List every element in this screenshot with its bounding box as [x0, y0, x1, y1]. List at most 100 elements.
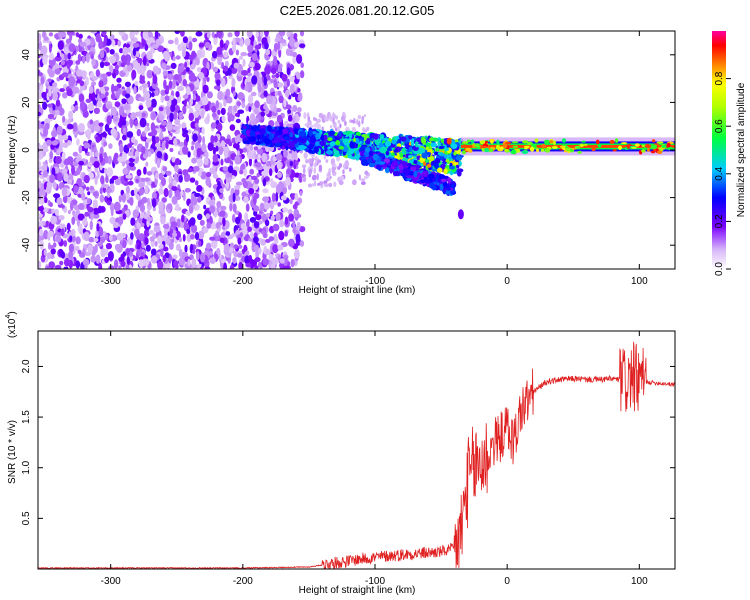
heatmap-cell — [134, 119, 138, 127]
heatmap-cell — [130, 112, 137, 120]
heatmap-cell — [194, 180, 199, 186]
heatmap-cell — [294, 160, 299, 166]
heatmap-cell — [251, 175, 258, 181]
heatmap-cell — [111, 39, 116, 47]
heatmap-cell — [93, 146, 97, 153]
heatmap-cell — [318, 112, 324, 119]
heatmap-cell — [423, 171, 427, 176]
heatmap-cell — [502, 143, 508, 149]
heatmap-cell — [339, 123, 342, 129]
x-tick-label: 0 — [504, 576, 510, 587]
heatmap-cell — [263, 76, 267, 86]
heatmap-cell — [253, 205, 260, 212]
heatmap-cell — [112, 73, 116, 79]
heatmap-cell — [319, 140, 327, 146]
heatmap-cell — [141, 83, 149, 89]
heatmap-cell — [95, 88, 100, 96]
heatmap-cell — [181, 214, 185, 223]
heatmap-cell — [297, 92, 303, 102]
heatmap-cell — [248, 156, 252, 167]
heatmap-cell — [302, 167, 306, 175]
heatmap-cell — [298, 130, 306, 137]
heatmap-cell — [416, 137, 422, 143]
heatmap-cell — [126, 256, 130, 265]
heatmap-cell — [163, 187, 169, 198]
heatmap-cell — [284, 257, 288, 267]
heatmap-cell — [72, 161, 79, 167]
heatmap-cell — [240, 52, 248, 57]
heatmap-cell — [58, 215, 65, 221]
heatmap-cell — [194, 117, 199, 125]
heatmap-cell — [132, 209, 139, 218]
heatmap-cell — [108, 265, 115, 269]
heatmap-cell — [561, 138, 567, 143]
heatmap-cell — [173, 74, 180, 81]
heatmap-cell — [213, 37, 218, 45]
heatmap-cell — [242, 147, 248, 153]
heatmap-cell — [296, 72, 301, 80]
heatmap-cell — [384, 140, 392, 147]
heatmap-cell — [261, 86, 265, 94]
heatmap-cell — [63, 266, 69, 269]
heatmap-cell — [97, 205, 103, 214]
heatmap-cell — [242, 58, 246, 67]
heatmap-cell — [153, 225, 161, 233]
heatmap-cell — [490, 139, 494, 144]
heatmap-cell — [131, 136, 136, 144]
heatmap-cell — [297, 107, 302, 113]
heatmap-cell — [172, 232, 178, 238]
heatmap-cell — [75, 32, 80, 38]
heatmap-cell — [290, 193, 295, 201]
heatmap-cell — [82, 218, 88, 226]
heatmap-cell — [260, 230, 266, 235]
heatmap-cell — [407, 163, 412, 168]
heatmap-cell — [110, 92, 117, 100]
heatmap-cell — [349, 140, 353, 148]
heatmap-cell — [360, 178, 366, 182]
heatmap-cell — [338, 163, 343, 168]
heatmap-cell — [270, 215, 275, 221]
heatmap-cell — [73, 185, 79, 194]
heatmap-cell — [157, 45, 165, 52]
heatmap-cell — [278, 230, 285, 241]
heatmap-cell — [140, 67, 145, 76]
heatmap-cell — [81, 182, 85, 187]
heatmap-cell — [121, 98, 127, 105]
heatmap-cell — [206, 113, 210, 123]
heatmap-cell — [282, 265, 290, 269]
heatmap-cell — [109, 216, 116, 225]
heatmap-cell — [427, 163, 432, 168]
heatmap-cell — [332, 117, 335, 123]
heatmap-cell — [299, 43, 306, 48]
heatmap-cell — [647, 148, 650, 152]
heatmap-cell — [92, 99, 97, 106]
heatmap-cell — [204, 266, 211, 269]
heatmap-cell — [100, 73, 108, 79]
heatmap-cell — [431, 185, 437, 190]
heatmap-cell — [415, 141, 419, 148]
heatmap-cell — [39, 85, 44, 92]
heatmap-cell — [174, 37, 179, 45]
heatmap-cell — [144, 126, 148, 134]
heatmap-cell — [78, 145, 83, 154]
heatmap-cell — [121, 193, 126, 203]
heatmap-cell — [89, 220, 94, 231]
heatmap-cell — [419, 157, 425, 163]
heatmap-cell — [184, 104, 192, 109]
heatmap-cell — [328, 182, 333, 188]
heatmap-cell — [612, 149, 617, 152]
heatmap-cell — [262, 188, 269, 194]
heatmap-cell — [38, 104, 41, 109]
heatmap-cell — [87, 206, 94, 213]
heatmap-cell — [365, 147, 371, 153]
heatmap-cell — [184, 188, 191, 193]
heatmap-cell — [211, 112, 217, 118]
heatmap-cell — [233, 62, 239, 69]
heatmap-cell — [40, 195, 45, 205]
heatmap-cell — [552, 140, 556, 145]
heatmap-cell — [182, 145, 189, 155]
heatmap-cell — [338, 146, 344, 150]
heatmap-cell — [446, 186, 451, 191]
heatmap-cell — [264, 138, 271, 145]
heatmap-cell — [96, 101, 102, 108]
